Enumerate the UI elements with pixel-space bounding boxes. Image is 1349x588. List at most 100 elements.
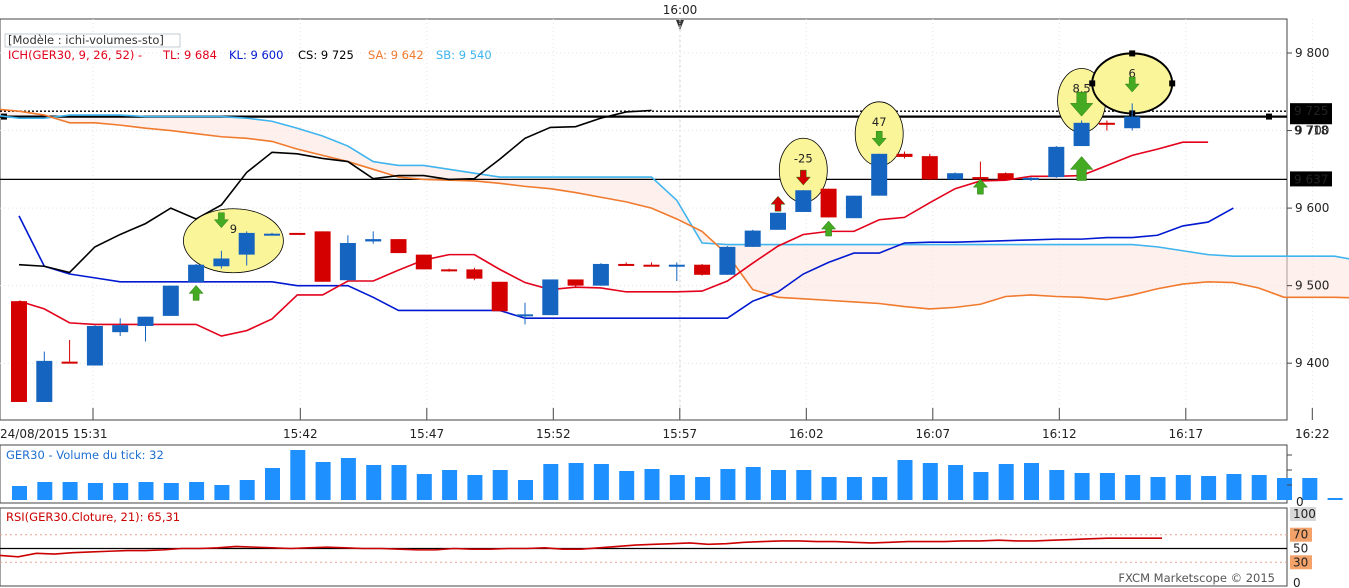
volume-bar (897, 460, 913, 500)
price-tag-box (1290, 171, 1332, 187)
volume-bar (720, 469, 736, 500)
arrow-up-icon (188, 285, 204, 301)
candle-body (339, 242, 356, 281)
volume-bar (846, 477, 862, 500)
time-tick-label: 16:22 (1295, 427, 1330, 441)
volume-bar (1024, 463, 1039, 500)
candle-body (542, 279, 559, 316)
volume-bar (290, 450, 306, 500)
candle-body (137, 316, 154, 326)
time-tick-label: 16:07 (916, 427, 951, 441)
annotation-label: 47 (872, 115, 887, 129)
candle-body (61, 361, 78, 364)
rsi-level-label: 100 (1293, 507, 1316, 521)
volume-bar (340, 458, 356, 500)
annotation-label: 9 (230, 222, 237, 236)
volume-bar (1074, 473, 1090, 500)
arrow-down-icon (1124, 76, 1140, 93)
candle-body (947, 173, 964, 180)
candle-body (264, 233, 280, 236)
candle-body (162, 285, 179, 316)
legend-model-box[interactable] (4, 33, 181, 48)
candle-body (415, 254, 432, 270)
candle-body (871, 153, 888, 196)
candle-body (795, 190, 812, 212)
senkou-b-line (0, 114, 1349, 260)
candle-body (921, 156, 938, 180)
senkou-a-line (0, 108, 1349, 310)
volume-bars (12, 450, 1343, 500)
price-tag-partial-mask (1290, 115, 1332, 125)
level-handle-right (1266, 113, 1272, 120)
volume-bar (189, 482, 205, 500)
legend-sb: SB: 9 540 (436, 48, 492, 62)
candle-body (112, 325, 129, 333)
volume-bar (87, 483, 103, 500)
legend-sa: SA: 9 642 (368, 48, 424, 62)
candle-body (668, 264, 685, 267)
volume-bar (1251, 475, 1267, 500)
candle-body (643, 264, 660, 267)
price-tick-label: 9 600 (1295, 201, 1329, 215)
candlesticks (11, 103, 1141, 402)
price-tag-label: 9 725 (1294, 104, 1328, 118)
time-tick-label: 15:52 (536, 427, 571, 441)
volume-bar (872, 477, 888, 500)
arrow-down-icon (795, 169, 811, 186)
volume-bar (593, 464, 609, 500)
candle-body (11, 301, 27, 402)
candle-body (618, 263, 635, 266)
arrow-down-icon (213, 212, 229, 229)
volume-bar (467, 475, 483, 500)
volume-bar (973, 472, 989, 500)
candle-body (1098, 122, 1115, 125)
volume-bar (669, 475, 685, 500)
volume-bar (442, 470, 458, 500)
price-tag-partial: 9 718 (1294, 124, 1328, 138)
candle-body (213, 258, 230, 267)
arrow-down-icon (871, 131, 887, 147)
legend-model: [Modèle : ichi-volumes-sto] (8, 33, 164, 47)
volume-bar (644, 469, 660, 500)
candle-body (744, 230, 761, 247)
candle-body (238, 232, 255, 255)
kumo-fill (0, 109, 1349, 309)
legend-ich: ICH(GER30, 9, 26, 52) - (8, 48, 142, 62)
volume-bar (315, 462, 331, 500)
time-tick-label: 16:02 (789, 427, 824, 441)
volume-bar (771, 470, 786, 500)
time-tick-label: 16:12 (1042, 427, 1077, 441)
legend-kl: KL: 9 600 (229, 48, 283, 62)
annotation-label: -25 (794, 151, 813, 165)
candle-body (719, 246, 736, 275)
volume-bar (1099, 473, 1115, 500)
volume-bar (998, 464, 1014, 500)
rsi-panel-frame (0, 507, 1288, 587)
candle-body (694, 264, 711, 275)
price-tag-box (1290, 103, 1332, 119)
volume-bar (796, 470, 812, 500)
candle-body (1124, 116, 1141, 129)
time-tick-label: 15:57 (663, 427, 698, 441)
volume-bar (1125, 475, 1141, 500)
candle-body (188, 264, 205, 282)
volume-bar (1175, 475, 1191, 500)
volume-bar (416, 474, 432, 500)
time-axis: 24/08/2015 15:31 15:42 15:47 15:52 15:57 16:0… (0, 408, 1330, 441)
price-axis: 9 800 9 700 9 600 9 500 9 400 9 725 9 637 9 718 (1287, 46, 1332, 370)
volume-bar (163, 483, 179, 500)
candle-body (517, 314, 533, 317)
volume-bar (1277, 478, 1292, 500)
chikou-line (18, 109, 652, 274)
volume-bar (265, 468, 280, 500)
volume-bar (948, 465, 964, 500)
candle-body (491, 281, 508, 312)
rsi-level-label: 50 (1293, 542, 1308, 556)
candle-body (289, 232, 306, 235)
watermark: FXCM Marketscope © 2015 (1118, 571, 1275, 585)
volume-bar (492, 470, 508, 500)
price-tick-label: 9 700 (1295, 124, 1329, 138)
candle-body (972, 177, 989, 180)
